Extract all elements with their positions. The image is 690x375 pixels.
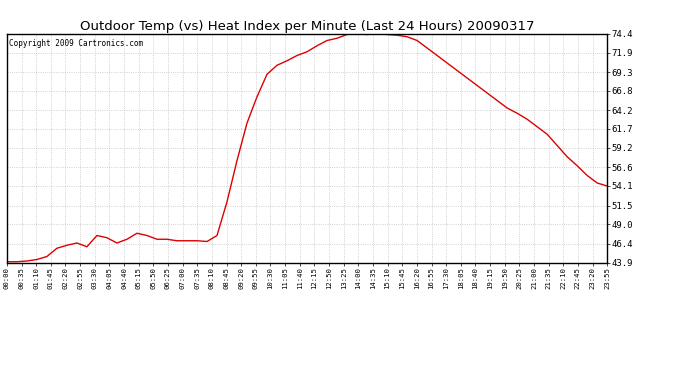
Text: Copyright 2009 Cartronics.com: Copyright 2009 Cartronics.com [9, 39, 143, 48]
Title: Outdoor Temp (vs) Heat Index per Minute (Last 24 Hours) 20090317: Outdoor Temp (vs) Heat Index per Minute … [80, 20, 534, 33]
